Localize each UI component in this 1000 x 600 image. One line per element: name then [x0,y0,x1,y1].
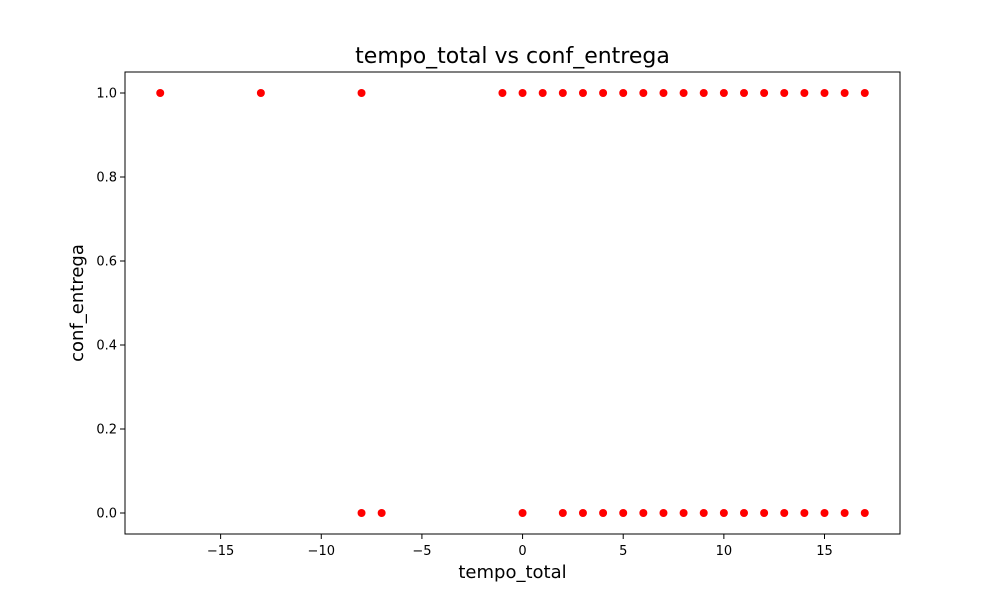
data-point [498,89,507,97]
data-point [619,509,628,517]
data-point [719,89,728,97]
y-tick-label: 0.6 [96,255,117,270]
data-point [558,89,567,97]
data-point [760,89,769,97]
y-tick-label: 0.0 [96,507,117,522]
x-tick-label: 5 [619,544,627,559]
data-point [639,509,648,517]
y-tick-label: 0.2 [96,423,117,438]
data-point [558,509,567,517]
data-point [578,509,587,517]
data-point [739,509,748,517]
data-point [538,89,547,97]
x-tick-label: −5 [412,544,431,559]
data-point [518,89,527,97]
axis-ticks: −15 −10 −5 0 5 10 15 0.0 0.2 0.4 0.6 0.8 1.0 [96,87,832,560]
x-axis-label: tempo_total [458,562,566,583]
y-tick-label: 0.4 [96,339,117,354]
data-point [699,89,708,97]
y-axis-label: conf_entrega [67,244,88,362]
data-point [860,89,869,97]
y-tick-label: 1.0 [96,87,117,102]
x-tick-label: −15 [207,544,234,559]
y-tick-label: 0.8 [96,171,117,186]
data-point [820,89,829,97]
data-points [156,89,869,517]
data-point [780,89,789,97]
data-point [860,509,869,517]
data-point [760,509,769,517]
data-point [659,89,668,97]
data-point [256,89,265,97]
data-point [357,89,366,97]
data-point [377,509,386,517]
data-point [599,509,608,517]
data-point [639,89,648,97]
chart-title: tempo_total vs conf_entrega [355,44,670,69]
data-point [619,89,628,97]
data-point [679,509,688,517]
data-point [699,509,708,517]
data-point [719,509,728,517]
data-point [156,89,165,97]
x-tick-label: −10 [308,544,335,559]
data-point [840,509,849,517]
data-point [599,89,608,97]
data-point [800,509,809,517]
data-point [679,89,688,97]
data-point [659,509,668,517]
x-tick-label: 0 [518,544,526,559]
data-point [820,509,829,517]
data-point [780,509,789,517]
data-point [840,89,849,97]
x-tick-label: 10 [716,544,733,559]
data-point [357,509,366,517]
x-tick-label: 15 [816,544,833,559]
data-point [578,89,587,97]
data-point [739,89,748,97]
data-point [518,509,527,517]
plot-area-frame [124,71,901,535]
data-point [800,89,809,97]
